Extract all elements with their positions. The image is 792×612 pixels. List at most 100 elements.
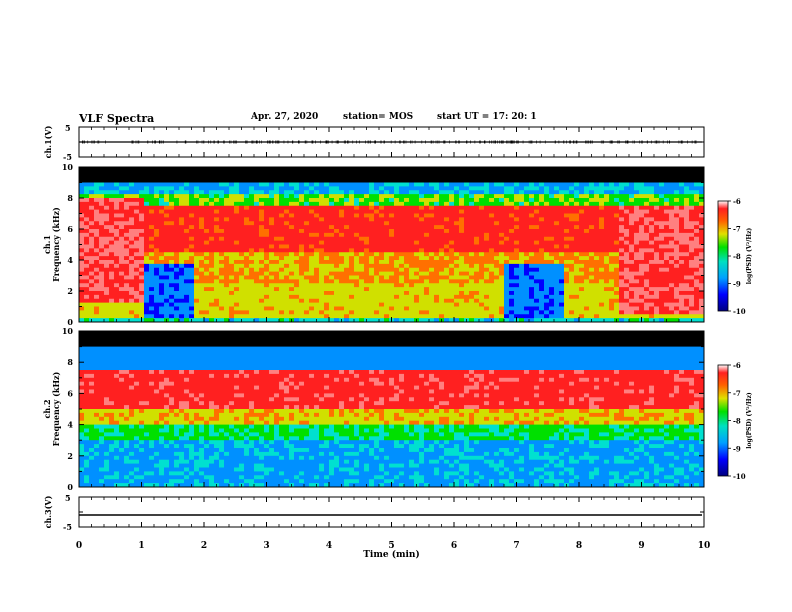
spectrogram-cell — [624, 217, 630, 222]
spectrogram-cell — [354, 248, 360, 253]
spectrogram-cell — [464, 190, 470, 195]
spectrogram-cell — [364, 221, 370, 226]
spectrogram-cell — [524, 267, 530, 273]
spectrogram-cell — [369, 240, 375, 245]
spectrogram-cell — [374, 279, 380, 284]
spectrogram-cell — [94, 217, 100, 222]
spectrogram-cell — [439, 201, 445, 207]
spectrogram-cell — [609, 318, 615, 323]
spectrogram-cell — [209, 279, 215, 284]
spectrogram-cell — [214, 256, 220, 261]
spectrogram-cell — [299, 306, 305, 311]
spectrogram-cell — [249, 213, 255, 218]
spectrogram-cell — [524, 186, 530, 191]
spectrogram-cell — [589, 275, 595, 280]
spectrogram-cell — [629, 236, 635, 242]
spectrogram-cell — [639, 205, 645, 211]
spectrogram-cell — [544, 294, 550, 300]
spectrogram-cell — [104, 310, 110, 315]
spectrogram-cell — [304, 306, 310, 311]
spectrogram-cell — [439, 306, 445, 311]
spectrogram-cell — [109, 314, 115, 319]
spectrogram-cell — [249, 248, 255, 253]
spectrogram-cell — [599, 314, 605, 319]
spectrogram-cell — [164, 244, 170, 249]
spectrogram-cell — [299, 302, 305, 307]
spectrogram-cell — [189, 279, 195, 284]
spectrogram-cell — [209, 248, 215, 253]
spectrogram-cell — [624, 190, 630, 195]
spectrogram-cell — [429, 294, 435, 300]
spectrogram-cell — [184, 283, 190, 288]
spectrogram-cell — [244, 279, 250, 284]
spectrogram-cell — [434, 232, 440, 238]
spectrogram-cell — [299, 283, 305, 288]
spectrogram-cell — [499, 298, 505, 304]
spectrogram-cell — [404, 194, 410, 199]
spectrogram-cell — [354, 217, 360, 222]
spectrogram-cell — [419, 190, 425, 195]
spectrogram-cell — [544, 263, 550, 269]
spectrogram-cell — [614, 232, 620, 238]
spectrogram-cell — [119, 190, 125, 195]
spectrogram-cell — [219, 260, 225, 265]
spectrogram-cell — [654, 201, 660, 207]
spectrogram-cell — [614, 283, 620, 288]
spectrogram-cell — [114, 236, 120, 242]
spectrogram-cell — [514, 306, 520, 311]
spectrogram-cell — [519, 260, 525, 265]
spectrogram-cell — [264, 260, 270, 265]
spectrogram-cell — [89, 225, 95, 230]
spectrogram-cell — [534, 229, 540, 234]
spectrogram-cell — [94, 294, 100, 300]
spectrogram-cell — [624, 178, 630, 183]
spectrogram-cell — [464, 178, 470, 183]
spectrogram-cell — [134, 298, 140, 304]
spectrogram-cell — [244, 260, 250, 265]
spectrogram-cell — [404, 263, 410, 269]
spectrogram-cell — [649, 198, 655, 203]
spectrogram-cell — [634, 236, 640, 242]
spectrogram-cell — [444, 198, 450, 203]
spectrogram-cell — [104, 167, 110, 172]
spectrogram-cell — [179, 244, 185, 249]
spectrogram-cell — [574, 201, 580, 207]
spectrogram-cell — [139, 236, 145, 242]
spectrogram-cell — [619, 170, 625, 176]
spectrogram-cell — [339, 291, 345, 296]
spectrogram-cell — [654, 236, 660, 242]
spectrogram-cell — [224, 291, 230, 296]
spectrogram-cell — [214, 244, 220, 249]
spectrogram-cell — [174, 283, 180, 288]
spectrogram-cell — [309, 240, 315, 245]
spectrogram-cell — [224, 306, 230, 311]
spectrogram-cell — [649, 221, 655, 226]
spectrogram-cell — [319, 275, 325, 280]
spectrogram-cell — [244, 283, 250, 288]
spectrogram-cell — [239, 294, 245, 300]
spectrogram-cell — [424, 271, 430, 276]
spectrogram-cell — [639, 256, 645, 261]
spectrogram-cell — [304, 221, 310, 226]
spectrogram-cell — [384, 186, 390, 191]
spectrogram-cell — [199, 271, 205, 276]
spectrogram-cell — [314, 294, 320, 300]
spectrogram-cell — [529, 314, 535, 319]
spectrogram-cell — [639, 201, 645, 207]
spectrogram-cell — [234, 263, 240, 269]
spectrogram-cell — [239, 287, 245, 292]
spectrogram-cell — [299, 256, 305, 261]
spectrogram-cell — [479, 271, 485, 276]
spectrogram-cell — [409, 167, 415, 172]
spectrogram-cell — [589, 186, 595, 191]
spectrogram-cell — [259, 298, 265, 304]
spectrogram-cell — [244, 232, 250, 238]
spectrogram-cell — [369, 167, 375, 172]
spectrogram-cell — [509, 174, 515, 180]
spectrogram-cell — [104, 232, 110, 238]
spectrogram-cell — [179, 310, 185, 315]
spectrogram-cell — [574, 294, 580, 300]
spectrogram-cell — [504, 167, 510, 172]
spectrogram-cell — [434, 271, 440, 276]
spectrogram-cell — [549, 209, 555, 214]
